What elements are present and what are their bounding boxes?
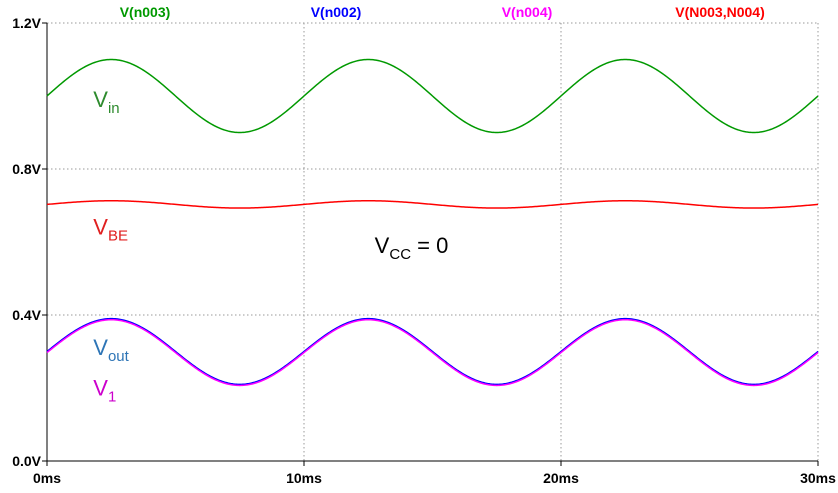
- x-tick-label: 20ms: [543, 470, 579, 486]
- legend-entry-v-n003[interactable]: V(n003): [120, 4, 171, 20]
- legend-entry-v-n004[interactable]: V(n004): [502, 4, 553, 20]
- y-tick-label: 0.8V: [12, 161, 41, 177]
- series-line-v-n004: [46, 318, 819, 387]
- series-line-v-n003: [46, 58, 819, 134]
- y-tick-label: 1.2V: [12, 15, 41, 31]
- annotation-vcc: VCC = 0: [375, 233, 449, 263]
- series-line-v-n003-n004: [46, 199, 819, 209]
- annotation-vbe: VBE: [93, 215, 128, 245]
- y-tick-label: 0.0V: [12, 453, 41, 469]
- series: [46, 58, 819, 387]
- x-tick-label: 30ms: [800, 470, 836, 486]
- legend: V(n003) V(n002) V(n004) V(N003,N004): [120, 4, 765, 20]
- annotation-vin: Vin: [93, 87, 119, 117]
- x-tick-label: 0ms: [33, 470, 61, 486]
- annotations: Vin VBE VCC = 0 Vout V1: [93, 87, 448, 405]
- legend-entry-v-n003-n004[interactable]: V(N003,N004): [675, 4, 765, 20]
- x-tick-label: 10ms: [286, 470, 322, 486]
- y-tick-label: 0.4V: [12, 307, 41, 323]
- annotation-vout: Vout: [93, 335, 129, 365]
- ticks: 0ms 10ms 20ms 30ms 0.0V 0.4V 0.8V 1.2V: [12, 15, 836, 486]
- legend-entry-v-n002[interactable]: V(n002): [311, 4, 362, 20]
- annotation-v1: V1: [93, 375, 116, 405]
- series-line-v-n002: [46, 317, 819, 386]
